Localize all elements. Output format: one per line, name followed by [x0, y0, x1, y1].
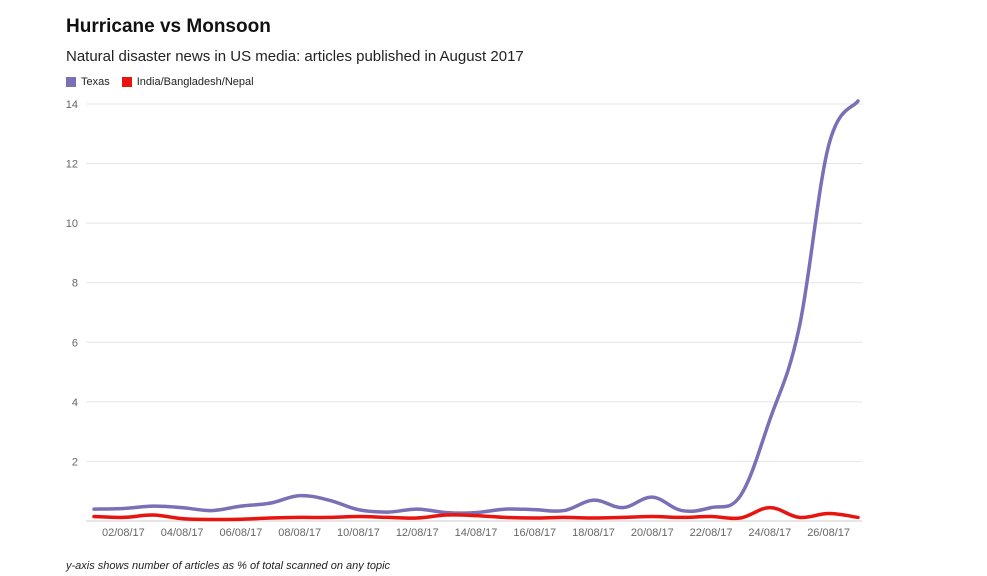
- x-tick-label: 06/08/17: [220, 527, 263, 539]
- y-tick-label: 12: [66, 159, 78, 171]
- series-lines: [92, 99, 860, 522]
- x-tick-label: 18/08/17: [572, 527, 615, 539]
- gridlines: [86, 103, 862, 522]
- x-tick-label: 04/08/17: [161, 527, 204, 539]
- x-tick-label: 20/08/17: [631, 527, 674, 539]
- y-tick-label: 6: [72, 337, 78, 349]
- x-tick-label: 16/08/17: [513, 527, 556, 539]
- x-tick-label: 12/08/17: [396, 527, 439, 539]
- legend-swatch-india-bangladesh-nepal: [121, 77, 132, 87]
- legend-label-india-bangladesh-nepal: India/Bangladesh/Nepal: [136, 76, 254, 88]
- x-tick-label: 22/08/17: [690, 527, 733, 539]
- x-tick-label: 14/08/17: [455, 527, 498, 539]
- y-tick-label: 2: [72, 456, 78, 468]
- legend: Texas India/Bangladesh/Nepal: [66, 76, 254, 88]
- x-tick-label: 02/08/17: [102, 527, 145, 539]
- series-line-texas[interactable]: [92, 99, 860, 515]
- series-line-india-bangladesh-nepal[interactable]: [92, 505, 860, 522]
- legend-swatch-texas: [66, 77, 76, 87]
- chart-title: Hurricane vs Monsoon: [66, 16, 271, 37]
- y-tick-label: 14: [66, 99, 78, 111]
- x-tick-label: 08/08/17: [278, 527, 321, 539]
- legend-label-texas: Texas: [81, 76, 110, 88]
- chart-footnote: y-axis shows number of articles as % of …: [66, 560, 391, 572]
- x-axis: 02/08/17 04/08/17 06/08/17 08/08/17 10/08/17…: [102, 527, 850, 539]
- legend-item-texas[interactable]: Texas: [66, 76, 110, 88]
- y-tick-label: 10: [66, 218, 78, 230]
- x-tick-label: 10/08/17: [337, 527, 380, 539]
- y-tick-label: 8: [72, 278, 78, 290]
- legend-item-india-bangladesh-nepal[interactable]: India/Bangladesh/Nepal: [121, 76, 254, 88]
- chart-subtitle: Natural disaster news in US media: artic…: [66, 48, 524, 65]
- y-axis: 2 4 6 8 10 12 14: [66, 99, 78, 468]
- y-tick-label: 4: [72, 397, 78, 409]
- x-tick-label: 26/08/17: [807, 527, 850, 539]
- x-tick-label: 24/08/17: [748, 527, 791, 539]
